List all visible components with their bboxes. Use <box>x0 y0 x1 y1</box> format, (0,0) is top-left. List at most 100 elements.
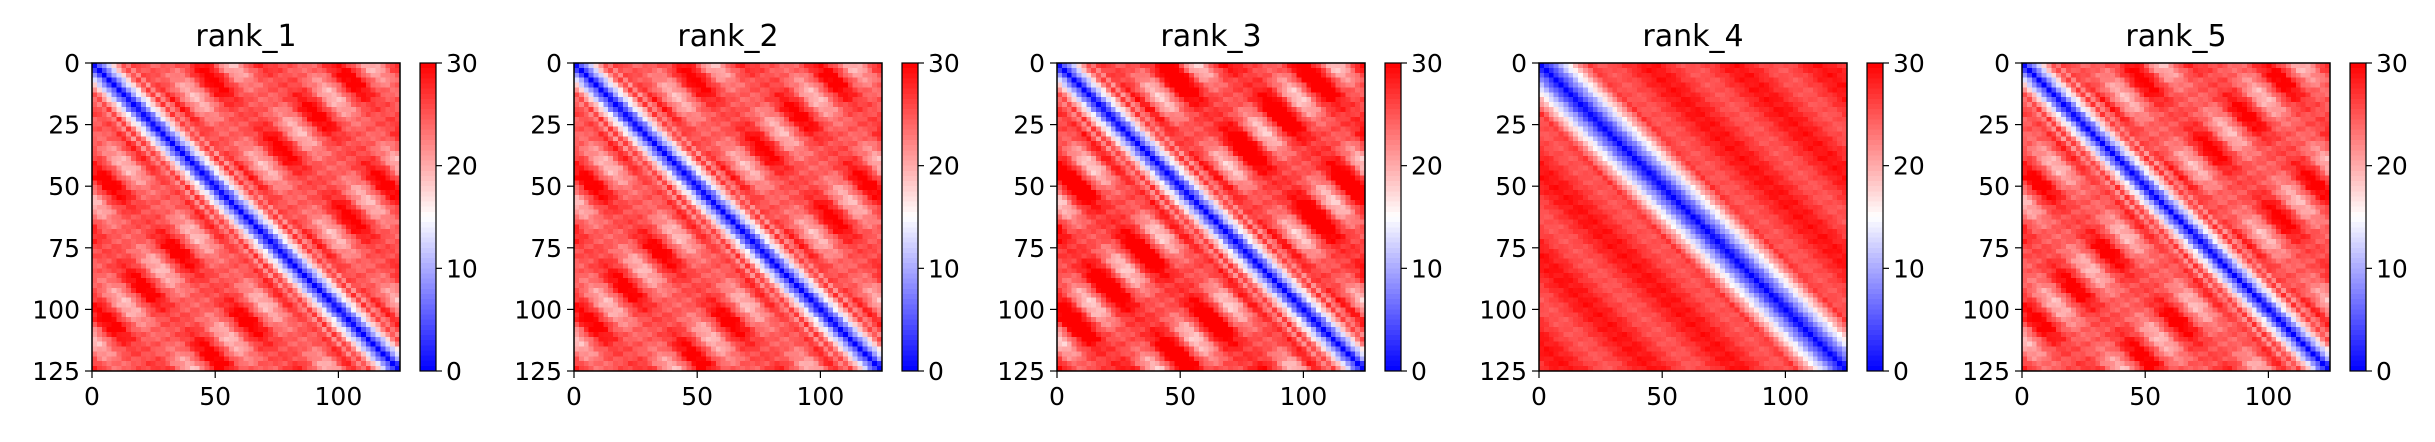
heatmap-cell <box>268 97 273 102</box>
heatmap-cell <box>341 175 346 180</box>
heatmap-cell <box>789 117 794 122</box>
heatmap-cell <box>209 356 214 361</box>
heatmap-cell <box>175 307 180 312</box>
heatmap-cell <box>116 141 121 146</box>
heatmap-cell <box>141 171 146 176</box>
heatmap-cell <box>126 102 131 107</box>
heatmap-cell <box>794 131 799 136</box>
heatmap-cell <box>278 151 283 156</box>
heatmap-cell <box>92 239 97 244</box>
heatmap-cell <box>165 136 170 141</box>
heatmap-cell <box>273 107 278 112</box>
heatmap-cell <box>253 278 258 283</box>
heatmap-cell <box>244 351 249 356</box>
heatmap-cell <box>346 87 351 92</box>
heatmap-cell <box>336 205 341 210</box>
heatmap-cell <box>862 78 867 83</box>
heatmap-cell <box>244 342 249 347</box>
heatmap-cell <box>307 151 312 156</box>
colorbar <box>420 63 436 371</box>
heatmap-cell <box>351 361 356 366</box>
heatmap-cell <box>268 229 273 234</box>
heatmap-cell <box>268 190 273 195</box>
heatmap-cell <box>229 107 234 112</box>
heatmap-cell <box>170 215 175 220</box>
heatmap-cell <box>102 73 107 78</box>
heatmap-cell <box>366 166 371 171</box>
heatmap-cell <box>390 351 395 356</box>
heatmap-cell <box>224 112 229 117</box>
heatmap-cell <box>297 117 302 122</box>
heatmap-cell <box>116 298 121 303</box>
heatmap-cell <box>613 78 618 83</box>
heatmap-cell <box>160 102 165 107</box>
heatmap-cell <box>234 293 239 298</box>
heatmap-cell <box>701 117 706 122</box>
heatmap-cell <box>146 68 151 73</box>
heatmap-cell <box>248 127 253 132</box>
heatmap-cell <box>273 268 278 273</box>
heatmap-cell <box>146 229 151 234</box>
heatmap-cell <box>204 68 209 73</box>
heatmap-cell <box>248 215 253 220</box>
heatmap-cell <box>579 117 584 122</box>
heatmap-cell <box>180 288 185 293</box>
heatmap-cell <box>224 92 229 97</box>
heatmap-cell <box>180 239 185 244</box>
heatmap-cell <box>248 68 253 73</box>
heatmap-cell <box>253 73 258 78</box>
heatmap-cell <box>170 185 175 190</box>
heatmap-cell <box>180 63 185 68</box>
heatmap-cell <box>107 342 112 347</box>
heatmap-cell <box>598 122 603 127</box>
heatmap-cell <box>589 117 594 122</box>
heatmap-cell <box>376 332 381 337</box>
heatmap-cell <box>307 254 312 259</box>
heatmap-cell <box>307 298 312 303</box>
heatmap-cell <box>297 102 302 107</box>
heatmap-cell <box>750 102 755 107</box>
heatmap-cell <box>200 122 205 127</box>
heatmap-cell <box>258 288 263 293</box>
heatmap-cell <box>224 141 229 146</box>
heatmap-cell <box>346 127 351 132</box>
heatmap-cell <box>297 283 302 288</box>
heatmap-cell <box>361 278 366 283</box>
heatmap-cell <box>341 317 346 322</box>
heatmap-cell <box>672 107 677 112</box>
heatmap-cell <box>141 307 146 312</box>
heatmap-cell <box>97 327 102 332</box>
heatmap-cell <box>263 307 268 312</box>
heatmap-cell <box>341 342 346 347</box>
heatmap-cell <box>677 68 682 73</box>
heatmap-cell <box>603 68 608 73</box>
heatmap-cell <box>711 97 716 102</box>
heatmap-cell <box>332 73 337 78</box>
heatmap-cell <box>165 337 170 342</box>
heatmap-cell <box>366 254 371 259</box>
heatmap-cell <box>195 78 200 83</box>
heatmap-cell <box>273 303 278 308</box>
heatmap-cell <box>341 83 346 88</box>
colorbar-segment <box>420 248 436 254</box>
heatmap-cell <box>297 288 302 293</box>
heatmap-cell <box>107 361 112 366</box>
heatmap-cell <box>574 92 579 97</box>
heatmap-cell <box>185 312 190 317</box>
heatmap-cell <box>214 161 219 166</box>
heatmap-cell <box>121 229 126 234</box>
heatmap-cell <box>336 175 341 180</box>
heatmap-cell <box>711 107 716 112</box>
heatmap-cell <box>116 122 121 127</box>
heatmap-cell <box>102 146 107 151</box>
heatmap-cell <box>371 229 376 234</box>
heatmap-cell <box>273 254 278 259</box>
heatmap-cell <box>628 127 633 132</box>
heatmap-cell <box>336 239 341 244</box>
heatmap-cell <box>180 166 185 171</box>
heatmap-cell <box>385 205 390 210</box>
heatmap-cell <box>190 102 195 107</box>
heatmap-cell <box>248 327 253 332</box>
heatmap-cell <box>574 73 579 78</box>
heatmap-cell <box>672 68 677 73</box>
